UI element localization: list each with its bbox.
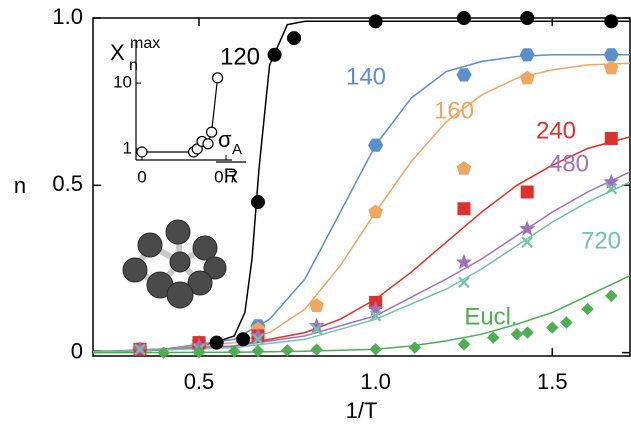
data-point [267,47,282,62]
data-point [560,316,573,329]
data-point [367,300,384,316]
data-point [487,331,500,344]
fit-line [93,171,630,353]
x-tick-label: 1.5 [537,369,568,394]
data-point [520,11,535,25]
inset-x-tick-label: 0.7 [214,167,238,186]
data-point [456,11,471,25]
data-point [604,14,619,29]
inset-point [136,146,148,158]
data-point [408,341,422,354]
data-point [605,182,618,195]
data-point [250,195,265,210]
data-point [521,326,534,339]
x-tick-label: 0.5 [184,369,215,394]
inset-y-tick-label: 10 [113,73,132,92]
inset-y-label-sub: n [129,57,138,74]
y-axis-label: n [14,173,26,198]
data-point [456,160,472,175]
inset-point [202,138,214,150]
inset-x-label: σ [218,127,232,152]
data-point [455,253,472,270]
data-point [157,346,170,359]
series-label: 160 [434,97,474,124]
data-point [457,338,471,351]
data-point [228,345,241,358]
inset-x-label-sub: A [232,141,242,158]
data-point [604,131,618,145]
data-point [134,343,146,356]
x-tick-label: 1.0 [360,369,391,394]
fit-line [93,136,630,353]
data-point [521,236,533,248]
data-point [209,335,224,350]
data-point [192,345,206,359]
series-label: 720 [581,227,621,254]
data-point [369,343,382,356]
data-point [603,48,619,62]
plot-frame [92,17,631,357]
data-point [281,344,294,357]
inset-point [206,126,218,138]
data-point [603,173,620,189]
data-point [519,70,535,85]
data-point [368,138,384,152]
data-point [236,332,251,347]
data-point [252,333,264,346]
data-point [581,302,594,316]
data-point [604,60,619,75]
data-point [310,323,323,336]
series-label: 480 [549,150,589,177]
fit-line [93,181,630,353]
inset-x-label-den: R [224,165,238,187]
x-axis-label: 1/T [346,398,378,423]
inset-point [212,72,224,84]
series-label: 240 [536,117,576,144]
data-point [519,220,536,236]
inset-y-tick-label: 1 [123,138,132,157]
inset-y-label: X [110,40,125,65]
data-point [457,202,471,216]
cluster-image [122,219,227,309]
data-point [456,68,472,82]
data-point [520,185,534,199]
data-point [510,327,524,341]
series-label: 140 [346,63,386,90]
series-label: 120 [220,43,260,70]
data-point [251,344,265,358]
data-point [605,289,618,303]
y-tick-label: 0.5 [52,171,83,196]
inset-x-tick-label: 0 [137,167,146,186]
data-point [368,204,383,219]
inset-y-label-sup: max [130,35,160,52]
data-point [287,31,302,46]
data-point [310,343,323,356]
data-point [369,310,382,322]
data-point [519,48,535,62]
y-tick-label: 0 [71,338,83,363]
fit-line [93,275,630,354]
data-point [368,14,383,29]
y-tick-label: 1.0 [52,4,83,29]
data-point [546,321,559,334]
data-point [458,276,470,289]
data-point [309,298,324,312]
series-label: Eucl. [464,303,517,330]
fit-line [93,62,630,353]
